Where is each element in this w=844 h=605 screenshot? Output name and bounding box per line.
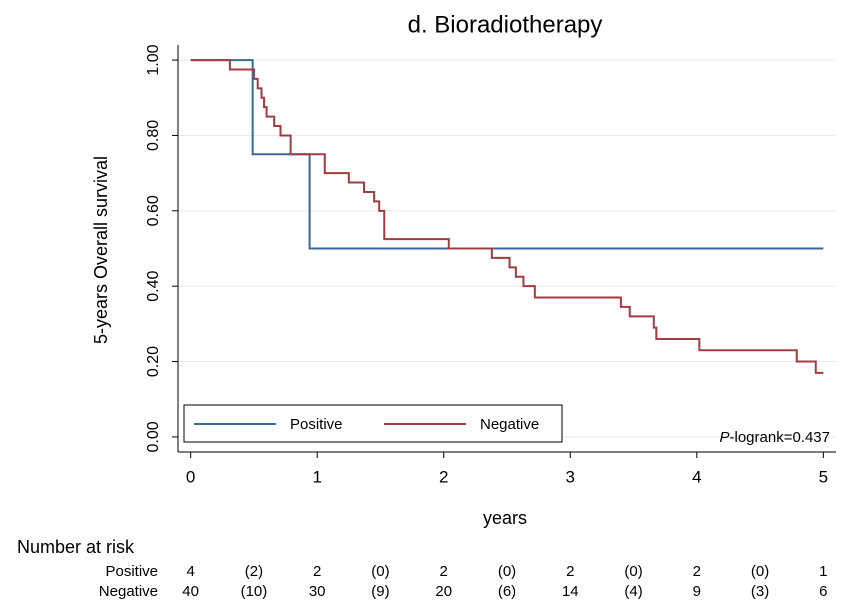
x-tick-label: 0 [186, 467, 195, 486]
risk-value: 40 [182, 583, 199, 600]
risk-value: 2 [693, 563, 701, 580]
annotation: P-logrank=0.437 [719, 429, 830, 446]
legend-label: Negative [480, 416, 539, 433]
risk-value: (3) [751, 583, 769, 600]
annotation-italic: P [719, 429, 729, 446]
y-axis-label: 5-years Overall survival [91, 156, 111, 344]
y-tick-label: 0.40 [145, 271, 162, 302]
x-axis-label: years [483, 508, 527, 528]
x-tick-label: 3 [566, 467, 575, 486]
risk-value: 30 [309, 583, 326, 600]
risk-value: (0) [498, 563, 516, 580]
risk-value: 2 [313, 563, 321, 580]
risk-value: (0) [371, 563, 389, 580]
x-tick-label: 2 [439, 467, 448, 486]
x-tick-label: 4 [692, 467, 701, 486]
risk-value: (4) [624, 583, 642, 600]
x-tick-label: 1 [312, 467, 321, 486]
curves [190, 59, 824, 374]
risk-title: Number at risk [17, 537, 135, 557]
risk-value: (10) [241, 583, 268, 600]
risk-value: 2 [566, 563, 574, 580]
risk-value: 4 [186, 563, 194, 580]
risk-value: 1 [819, 563, 827, 580]
risk-value: 6 [819, 583, 827, 600]
legend-label: Positive [290, 416, 343, 433]
y-tick-label: 1.00 [145, 44, 162, 75]
x-tick-label: 5 [819, 467, 828, 486]
axes: 0.00 0.20 0.40 0.60 0.80 1.00 0 1 2 3 4 5 [145, 44, 828, 486]
risk-value: (0) [751, 563, 769, 580]
risk-row-label: Positive [105, 563, 158, 580]
survival-curve [190, 59, 824, 374]
y-tick-label: 0.80 [145, 120, 162, 151]
y-tick-label: 0.00 [145, 421, 162, 452]
legend: Positive Negative [194, 416, 539, 433]
risk-value: 14 [562, 583, 579, 600]
risk-value: 2 [440, 563, 448, 580]
risk-table: Positive 4 (2) 2 (0) 2 (0) 2 (0) 2 (0) 1 Negative 40 (… [99, 563, 828, 600]
risk-row-label: Negative [99, 583, 158, 600]
annotation-text: -logrank=0.437 [730, 429, 831, 446]
risk-value: (6) [498, 583, 516, 600]
survival-curve [190, 59, 824, 250]
risk-value: (2) [245, 563, 263, 580]
y-tick-label: 0.20 [145, 346, 162, 377]
risk-value: 20 [435, 583, 452, 600]
risk-value: (0) [624, 563, 642, 580]
chart-title: d. Bioradiotherapy [408, 11, 603, 38]
y-tick-label: 0.60 [145, 195, 162, 226]
risk-value: (9) [371, 583, 389, 600]
risk-value: 9 [693, 583, 701, 600]
